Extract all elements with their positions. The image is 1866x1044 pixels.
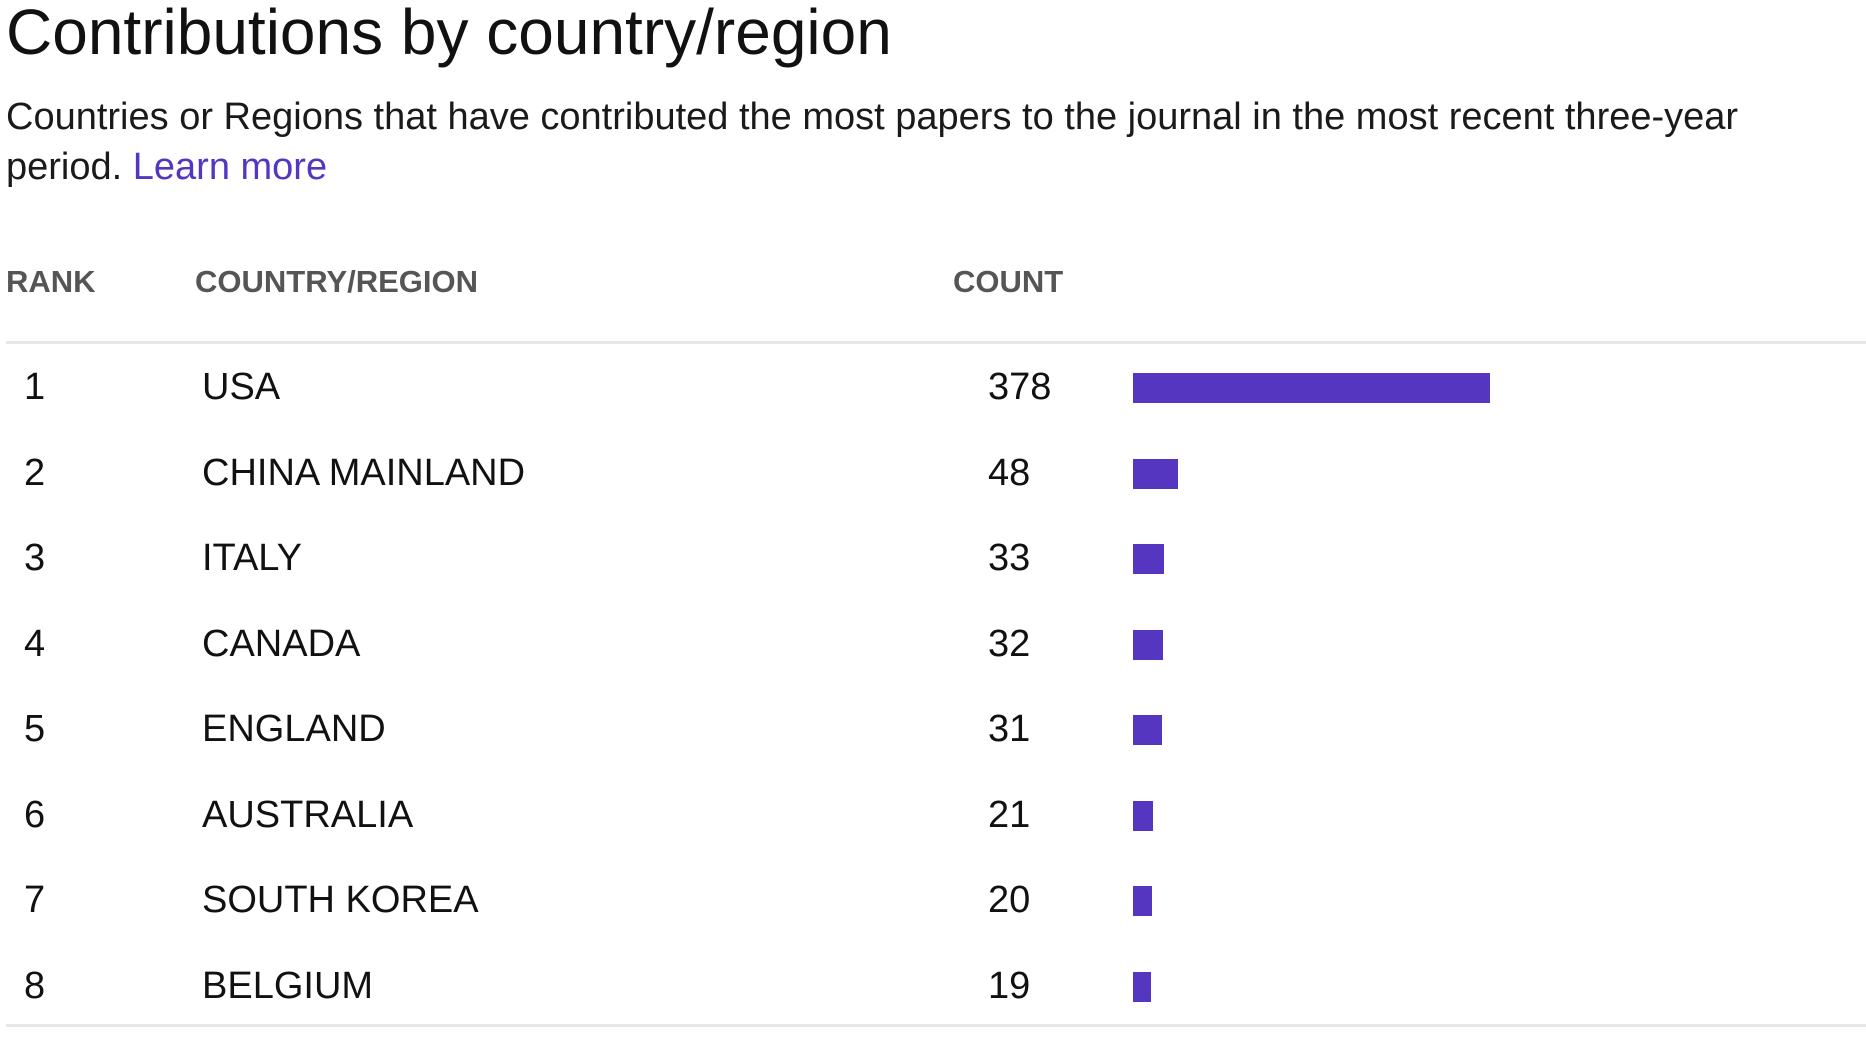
- table-row: 5 ENGLAND 31: [0, 687, 1866, 772]
- table-bottom-divider: [6, 1024, 1866, 1027]
- country-cell: CHINA MAINLAND: [202, 451, 526, 494]
- rank-cell: 7: [24, 879, 46, 921]
- table-row: 2 CHINA MAINLAND 48: [0, 431, 1866, 516]
- table-row: 3 ITALY 33: [0, 516, 1866, 601]
- count-bar-track: [1133, 886, 1490, 916]
- count-bar: [1133, 886, 1152, 916]
- count-bar: [1133, 715, 1162, 745]
- count-bar-track: [1133, 715, 1490, 745]
- count-cell: 48: [988, 451, 1031, 494]
- subtitle-text: Countries or Regions that have contribut…: [6, 96, 1739, 188]
- table-row: 4 CANADA 32: [0, 602, 1866, 687]
- rank-cell: 6: [24, 793, 46, 836]
- rank-cell: 8: [24, 964, 46, 1007]
- count-bar: [1133, 629, 1163, 660]
- page-subtitle: Countries or Regions that have contribut…: [6, 92, 1862, 192]
- column-header-rank[interactable]: RANK: [6, 264, 96, 299]
- country-cell: CANADA: [202, 622, 361, 665]
- count-bar: [1133, 971, 1151, 1002]
- count-bar-track: [1133, 971, 1490, 1002]
- count-bar: [1133, 800, 1153, 831]
- country-cell: BELGIUM: [202, 964, 374, 1007]
- count-cell: 20: [988, 879, 1031, 921]
- count-cell: 378: [988, 366, 1052, 408]
- count-cell: 32: [988, 622, 1031, 665]
- rank-cell: 5: [24, 708, 46, 750]
- learn-more-link[interactable]: Learn more: [132, 146, 328, 188]
- rank-cell: 1: [24, 366, 46, 408]
- count-bar-track: [1133, 544, 1490, 574]
- country-cell: AUSTRALIA: [202, 793, 414, 836]
- rank-cell: 3: [24, 537, 46, 579]
- count-cell: 31: [988, 708, 1031, 750]
- count-bar: [1133, 458, 1178, 489]
- country-cell: SOUTH KOREA: [202, 879, 479, 921]
- count-bar-track: [1133, 458, 1490, 489]
- count-bar: [1133, 373, 1490, 403]
- header-divider: [6, 341, 1866, 344]
- table-row: 1 USA 378: [0, 345, 1866, 430]
- count-bar-track: [1133, 373, 1490, 403]
- count-cell: 21: [988, 793, 1031, 836]
- rank-cell: 2: [24, 451, 46, 494]
- country-cell: USA: [202, 366, 281, 408]
- count-bar-track: [1133, 629, 1490, 660]
- country-cell: ITALY: [202, 537, 302, 579]
- table-row: 8 BELGIUM 19: [0, 944, 1866, 1029]
- count-cell: 19: [988, 964, 1031, 1007]
- column-header-country[interactable]: COUNTRY/REGION: [195, 264, 479, 299]
- count-cell: 33: [988, 537, 1031, 579]
- page-title: Contributions by country/region: [6, 0, 892, 68]
- count-bar-track: [1133, 800, 1490, 831]
- rank-cell: 4: [24, 622, 46, 665]
- column-header-count[interactable]: COUNT: [953, 264, 1064, 299]
- table-row: 7 SOUTH KOREA 20: [0, 858, 1866, 943]
- count-bar: [1133, 544, 1164, 574]
- table-row: 6 AUSTRALIA 21: [0, 773, 1866, 858]
- country-cell: ENGLAND: [202, 708, 386, 750]
